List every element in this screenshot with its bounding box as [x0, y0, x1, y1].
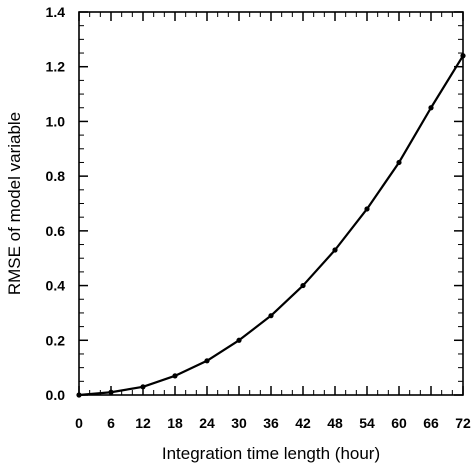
- y-tick-label: 0.4: [46, 278, 66, 294]
- x-tick-label: 30: [231, 415, 247, 431]
- x-tick-label: 12: [135, 415, 151, 431]
- plot-frame: [78, 11, 464, 396]
- series-line: [78, 55, 464, 397]
- y-tick-labels: 0.0 0.2 0.4 0.6 0.8 1.0 1.2 1.4: [46, 4, 66, 403]
- x-minor-ticks: [89, 12, 453, 395]
- x-tick-label: 66: [423, 415, 439, 431]
- data-layer: [76, 53, 466, 398]
- x-tick-label: 36: [263, 415, 279, 431]
- x-tick-label: 6: [107, 415, 115, 431]
- data-point: [300, 282, 306, 289]
- x-tick-label: 60: [391, 415, 407, 431]
- x-tick-label: 18: [167, 415, 183, 431]
- x-tick-label: 42: [295, 415, 311, 431]
- data-point: [236, 337, 242, 343]
- data-point: [172, 373, 178, 379]
- data-point: [140, 384, 146, 390]
- y-tick-label: 0.8: [46, 168, 66, 184]
- x-tick-label: 0: [75, 415, 83, 431]
- x-tick-label: 72: [455, 415, 471, 431]
- data-point: [396, 159, 402, 166]
- x-tick-label: 24: [199, 415, 215, 431]
- data-point: [204, 358, 210, 364]
- data-point: [428, 105, 434, 111]
- x-tick-label: 54: [359, 415, 375, 431]
- data-point: [268, 313, 274, 319]
- y-tick-label: 0.0: [46, 387, 66, 403]
- y-tick-label: 1.4: [46, 4, 66, 20]
- x-tick-labels: 0 6 12 18 24 30 36 42 48 54 60 66 72: [75, 415, 471, 431]
- data-point: [108, 389, 114, 395]
- y-tick-label: 0.2: [46, 332, 66, 348]
- y-tick-label: 0.6: [46, 223, 66, 239]
- y-minor-ticks: [79, 25, 463, 382]
- x-major-ticks: [78, 12, 464, 395]
- y-axis-title: RMSE of model variable: [5, 112, 24, 295]
- x-axis-title: Integration time length (hour): [162, 444, 380, 463]
- y-major-ticks: [79, 11, 463, 396]
- data-point: [332, 247, 338, 253]
- x-tick-label: 48: [327, 415, 343, 431]
- y-tick-label: 1.2: [46, 59, 66, 75]
- y-tick-label: 1.0: [46, 113, 66, 129]
- data-point: [364, 206, 370, 212]
